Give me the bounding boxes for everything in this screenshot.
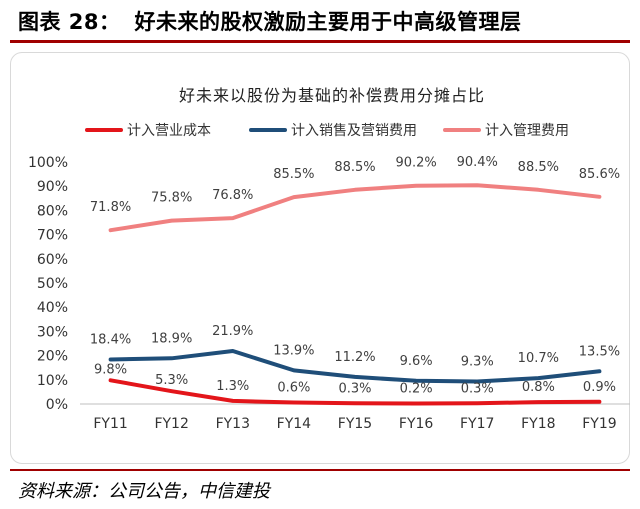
x-tick-label: FY15 [338,416,372,432]
data-label: 21.9% [212,324,253,339]
data-label: 13.9% [273,343,314,358]
chart-panel [10,52,630,464]
y-tick-label: 40% [37,300,68,316]
data-label: 75.8% [151,191,192,206]
series-line-2 [108,183,602,233]
data-label: 88.5% [334,160,375,175]
legend-label-2: 计入管理费用 [485,123,569,139]
data-label: 0.6% [277,381,310,396]
y-tick-label: 80% [37,203,68,219]
y-tick-label: 50% [37,276,68,292]
data-label: 88.5% [518,160,559,175]
y-tick-label: 20% [37,349,68,365]
data-label: 18.4% [90,332,131,347]
data-label: 11.2% [334,350,375,365]
data-label: 71.8% [90,200,131,215]
y-tick-label: 90% [37,179,68,195]
data-label: 10.7% [518,351,559,366]
figure-label: 图表 28： [18,10,121,34]
data-label: 85.6% [579,167,620,182]
data-label: 9.3% [461,354,494,369]
data-label: 76.8% [212,188,253,203]
data-label: 0.2% [400,382,433,397]
y-tick-label: 10% [37,373,68,389]
y-tick-label: 30% [37,324,68,340]
data-label: 9.6% [400,354,433,369]
bottom-rule [10,469,630,471]
data-label: 85.5% [273,167,314,182]
x-tick-label: FY11 [93,416,127,432]
data-label: 5.3% [155,373,188,388]
source-note: 资料来源：公司公告，中信建投 [18,481,270,502]
figure-heading: 好未来的股权激励主要用于中高级管理层 [134,10,522,34]
legend-label-0: 计入营业成本 [127,123,211,139]
y-tick-label: 60% [37,252,68,268]
data-label: 13.5% [579,344,620,359]
x-tick-label: FY13 [216,416,250,432]
x-tick-label: FY19 [582,416,616,432]
x-tick-label: FY14 [277,416,312,432]
x-tick-label: FY18 [521,416,555,432]
data-label: 18.9% [151,331,192,346]
figure-title: 图表 28： 好未来的股权激励主要用于中高级管理层 [18,6,522,36]
x-tick-label: FY16 [399,416,434,432]
data-label: 90.4% [457,155,498,170]
data-label: 0.3% [461,381,494,396]
series-line-1 [108,349,602,384]
data-label: 90.2% [395,156,436,171]
x-tick-label: FY12 [154,416,188,432]
data-label: 0.8% [522,380,555,395]
x-tick-label: FY17 [460,416,494,432]
legend-label-1: 计入销售及营销费用 [291,123,417,139]
data-label: 0.9% [583,380,616,395]
chart-title: 好未来以股份为基础的补偿费用分摊占比 [179,86,485,105]
data-label: 0.3% [338,381,371,396]
series-line-0 [108,378,602,406]
y-tick-label: 0% [46,397,68,413]
data-label: 9.8% [94,362,127,377]
y-tick-label: 100% [28,155,68,171]
y-tick-label: 70% [37,228,68,244]
data-label: 1.3% [216,379,249,394]
top-rule [10,40,630,43]
